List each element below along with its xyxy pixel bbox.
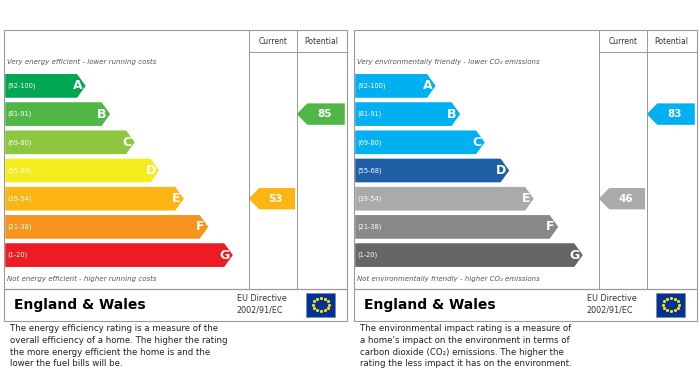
Polygon shape [5, 215, 209, 239]
Text: Not environmentally friendly - higher CO₂ emissions: Not environmentally friendly - higher CO… [357, 276, 540, 282]
Text: (69-80): (69-80) [8, 139, 32, 145]
Text: (39-54): (39-54) [8, 196, 32, 202]
Text: (69-80): (69-80) [358, 139, 382, 145]
Text: (81-91): (81-91) [358, 111, 382, 117]
Polygon shape [5, 131, 134, 154]
Bar [656, 292, 685, 317]
Text: A: A [423, 79, 432, 92]
Text: B: B [447, 108, 457, 120]
Polygon shape [355, 74, 435, 98]
Polygon shape [355, 243, 583, 267]
Text: F: F [546, 221, 555, 233]
Text: (1-20): (1-20) [358, 252, 378, 258]
Text: England & Wales: England & Wales [14, 298, 146, 312]
Text: (92-100): (92-100) [358, 83, 386, 89]
Text: (55-68): (55-68) [8, 167, 32, 174]
Text: Very environmentally friendly - lower CO₂ emissions: Very environmentally friendly - lower CO… [357, 59, 540, 65]
Text: Potential: Potential [654, 37, 689, 46]
Polygon shape [248, 188, 295, 210]
Text: B: B [97, 108, 107, 120]
Polygon shape [5, 74, 85, 98]
Text: 46: 46 [619, 194, 634, 204]
Polygon shape [297, 103, 345, 125]
Text: The energy efficiency rating is a measure of the
overall efficiency of a home. T: The energy efficiency rating is a measur… [10, 324, 228, 368]
Text: England & Wales: England & Wales [364, 298, 496, 312]
Bar [306, 292, 335, 317]
Polygon shape [355, 215, 559, 239]
Text: 83: 83 [668, 109, 682, 119]
Text: A: A [73, 79, 82, 92]
Text: E: E [522, 192, 531, 205]
Polygon shape [5, 102, 110, 126]
Text: EU Directive
2002/91/EC: EU Directive 2002/91/EC [587, 294, 636, 315]
Text: 53: 53 [269, 194, 284, 204]
Polygon shape [355, 187, 534, 210]
Polygon shape [355, 131, 484, 154]
Text: 85: 85 [318, 109, 332, 119]
Text: (39-54): (39-54) [358, 196, 382, 202]
Text: Potential: Potential [304, 37, 339, 46]
Text: (81-91): (81-91) [8, 111, 32, 117]
Polygon shape [5, 187, 184, 210]
Text: Environmental Impact (CO₂) Rating: Environmental Impact (CO₂) Rating [362, 10, 594, 23]
Text: EU Directive
2002/91/EC: EU Directive 2002/91/EC [237, 294, 286, 315]
Text: (1-20): (1-20) [8, 252, 28, 258]
Text: (55-68): (55-68) [358, 167, 382, 174]
Text: (92-100): (92-100) [8, 83, 36, 89]
Text: C: C [122, 136, 132, 149]
Polygon shape [647, 103, 695, 125]
Text: D: D [146, 164, 156, 177]
Text: (21-38): (21-38) [8, 224, 32, 230]
Polygon shape [598, 188, 645, 210]
Text: Current: Current [608, 37, 637, 46]
Text: C: C [473, 136, 482, 149]
Text: G: G [569, 249, 580, 262]
Text: G: G [219, 249, 230, 262]
Text: D: D [496, 164, 506, 177]
Text: (21-38): (21-38) [358, 224, 382, 230]
Text: E: E [172, 192, 181, 205]
Text: Current: Current [258, 37, 287, 46]
Polygon shape [5, 159, 159, 182]
Polygon shape [5, 243, 233, 267]
Text: Energy Efficiency Rating: Energy Efficiency Rating [12, 10, 174, 23]
Polygon shape [355, 102, 460, 126]
Text: Very energy efficient - lower running costs: Very energy efficient - lower running co… [7, 59, 156, 65]
Text: F: F [196, 221, 205, 233]
Text: Not energy efficient - higher running costs: Not energy efficient - higher running co… [7, 276, 156, 282]
Text: The environmental impact rating is a measure of
a home's impact on the environme: The environmental impact rating is a mea… [360, 324, 572, 368]
Polygon shape [355, 159, 509, 182]
